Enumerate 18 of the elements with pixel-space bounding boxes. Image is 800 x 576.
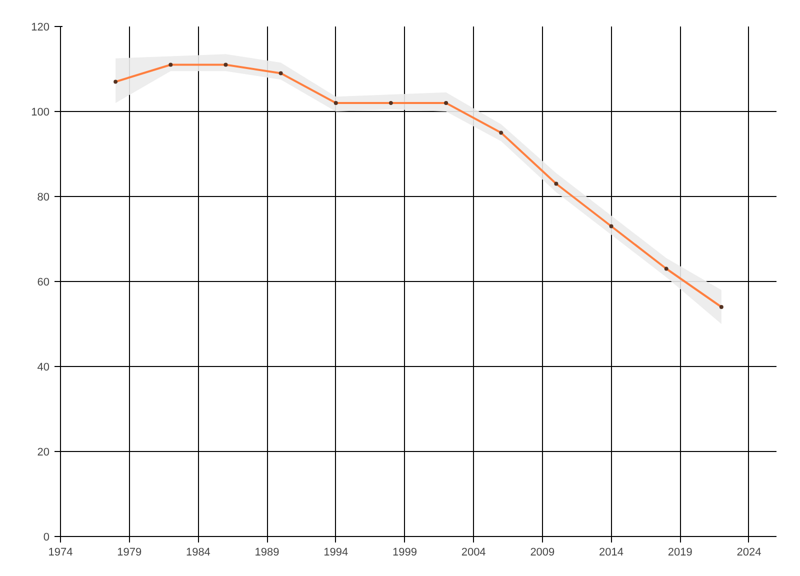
y-tick-label: 60 [37, 276, 50, 288]
x-tick-label: 1994 [324, 546, 348, 558]
x-tick-label: 2024 [736, 546, 762, 558]
y-tick-label: 100 [31, 106, 50, 118]
y-tick-label: 20 [37, 446, 50, 458]
y-tick-label: 40 [37, 362, 50, 374]
x-tick-label: 1974 [48, 546, 73, 558]
x-tick-label: 2009 [530, 546, 555, 558]
y-tick-label: 120 [31, 22, 50, 34]
x-tick-label: 1979 [117, 546, 142, 558]
x-tick-label: 1999 [392, 546, 417, 558]
x-tick-label: 2019 [668, 546, 692, 558]
y-tick-label: 0 [43, 532, 50, 544]
y-tick-label: 80 [37, 192, 50, 204]
x-tick-label: 2004 [461, 546, 486, 558]
x-tick-label: 2014 [599, 546, 624, 558]
x-tick-label: 1984 [186, 546, 210, 558]
x-tick-label: 1989 [254, 546, 280, 558]
